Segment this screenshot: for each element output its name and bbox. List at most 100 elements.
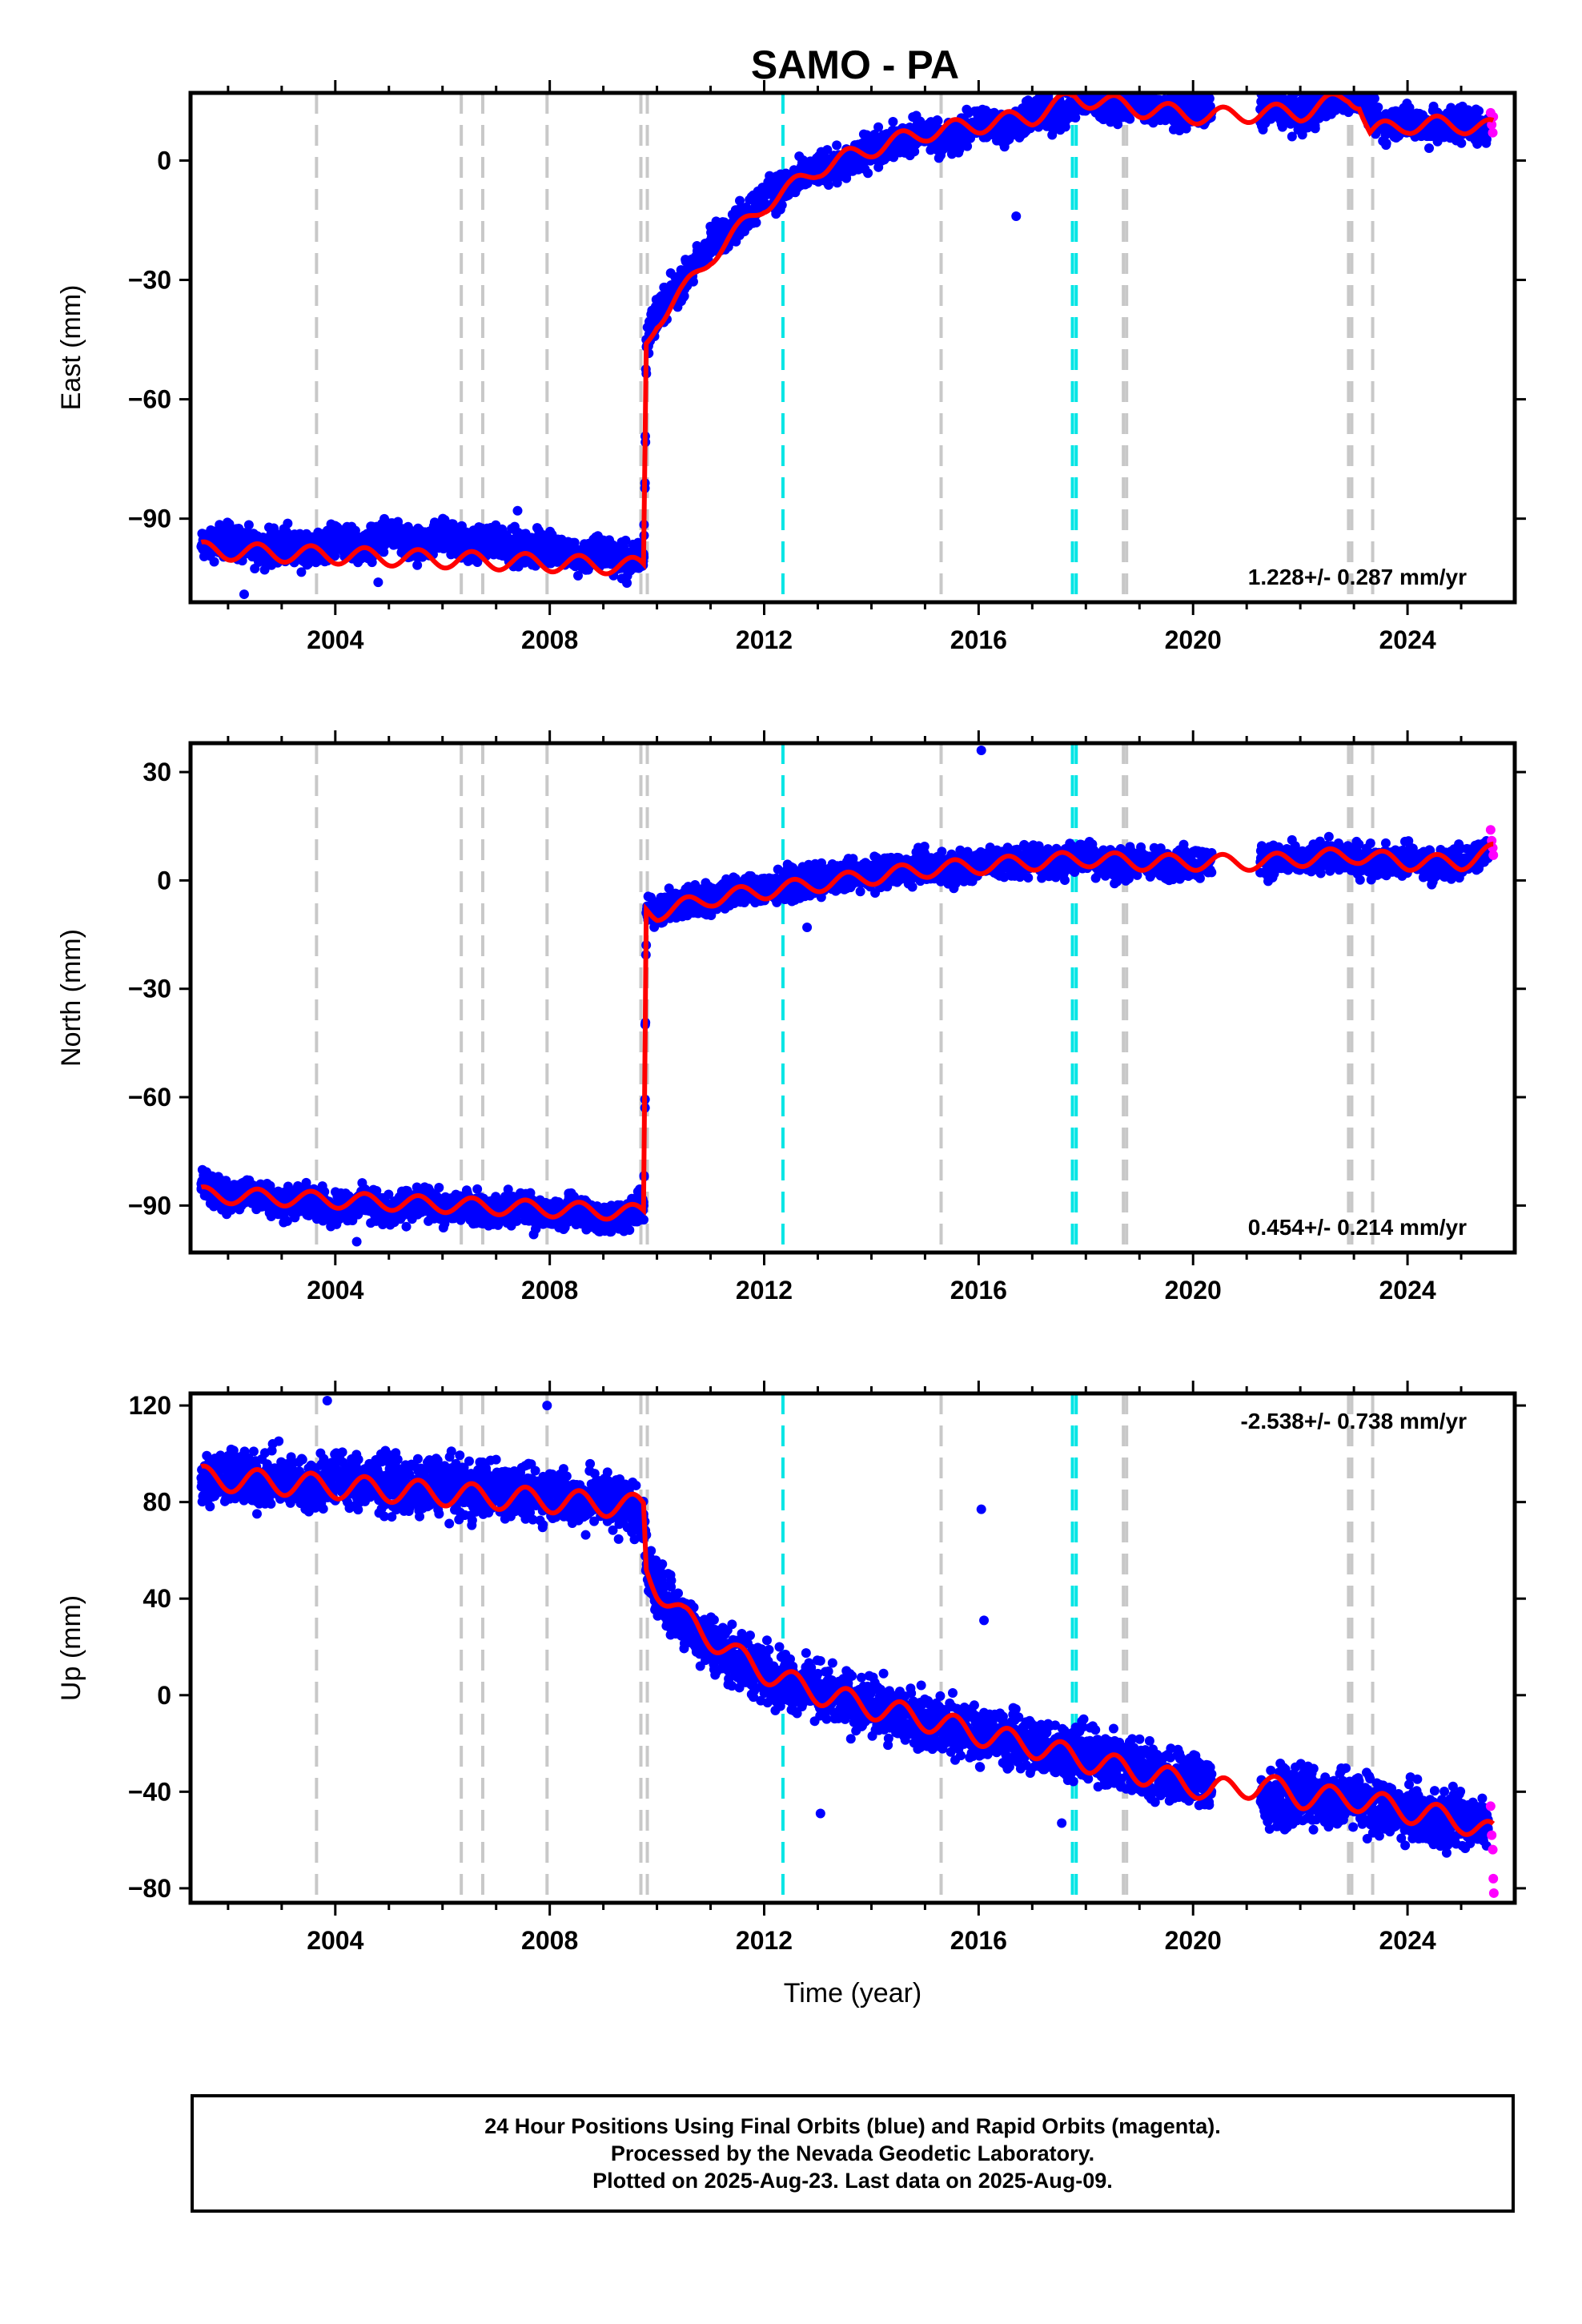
final_orbits-point [652, 307, 662, 317]
outliers-point [373, 577, 383, 588]
outliers-point [239, 589, 249, 600]
final-point [1424, 143, 1435, 153]
final-point [512, 1216, 522, 1226]
model-curve [200, 93, 1495, 577]
y-tick-label: −60 [128, 385, 171, 414]
x-tick-label: 2008 [521, 625, 578, 654]
final-point [412, 560, 423, 570]
final-point [751, 217, 761, 227]
final_orbits-point [1161, 107, 1171, 118]
final-point [1381, 138, 1391, 148]
final-orbits-cloud [196, 831, 1493, 1237]
final-point [1341, 80, 1351, 90]
final-point [933, 115, 943, 126]
final-point [282, 1216, 292, 1226]
final-point [1350, 78, 1359, 87]
final-point [259, 565, 270, 575]
outliers-point [1011, 211, 1022, 222]
x-tick-label: 2020 [1165, 625, 1222, 654]
rate-annotation: 1.228+/- 0.287 mm/yr [1248, 565, 1467, 589]
final_orbits-point [1027, 107, 1038, 118]
final-point [350, 525, 360, 536]
final_orbits-point [1188, 99, 1199, 110]
x-tick-label: 2016 [950, 625, 1007, 654]
rapid_orbits-point [1487, 119, 1497, 130]
plot-area-east [196, 75, 1499, 602]
final-point [861, 130, 872, 140]
final-point [448, 519, 458, 529]
x-tick-label: 2012 [736, 625, 793, 654]
final_orbits-point [946, 135, 957, 146]
final-point [1092, 81, 1102, 90]
final-point [224, 519, 235, 529]
final-point [622, 577, 632, 588]
final_orbits-point [866, 143, 877, 154]
final-point [569, 537, 580, 548]
final_orbits-point [223, 533, 233, 544]
final_orbits-point [1054, 111, 1064, 122]
final_orbits-point [437, 529, 448, 540]
final-point [888, 117, 898, 127]
final_orbits-point [330, 533, 340, 544]
final_orbits-point [705, 239, 716, 249]
final-point [401, 1221, 412, 1232]
final-point [1133, 81, 1142, 90]
final-point [1334, 75, 1343, 85]
final_orbits-point [1134, 95, 1145, 106]
final-point [379, 547, 389, 557]
final-point [1474, 106, 1484, 116]
final-point [1325, 82, 1335, 92]
final-point [243, 520, 254, 530]
final-point [1113, 119, 1123, 130]
final-point [1369, 93, 1379, 103]
final-point [688, 276, 698, 287]
final-point [777, 200, 787, 211]
final_orbits-point [250, 545, 260, 556]
final_orbits-point [759, 191, 769, 202]
final_orbits-point [1081, 93, 1091, 102]
final-point [823, 179, 833, 190]
final_orbits-point [598, 545, 608, 556]
final_orbits-point [893, 135, 903, 146]
final_orbits-point [491, 533, 501, 544]
y-tick-label: 0 [157, 146, 171, 175]
final-point [209, 557, 219, 567]
x-tick-label: 2024 [1379, 625, 1435, 654]
final-point [1091, 80, 1101, 90]
final_orbits-point [1456, 115, 1467, 126]
final-point [1310, 120, 1320, 131]
final-point [679, 291, 689, 301]
final-point [434, 1182, 444, 1192]
final-point [371, 1185, 382, 1196]
final-point [1090, 82, 1099, 92]
final-point [1321, 80, 1331, 90]
final-point [873, 122, 884, 132]
final-point [1318, 82, 1327, 91]
final-point [1204, 94, 1215, 104]
rapid_orbits-point [1488, 127, 1498, 138]
final-point [472, 1184, 483, 1194]
final_orbits-point [1403, 115, 1413, 126]
final-point [383, 1189, 394, 1200]
final-point [472, 557, 483, 568]
final-point [1343, 78, 1353, 88]
final_orbits-point [383, 529, 394, 540]
final-point [832, 140, 842, 151]
final_orbits-point [276, 537, 287, 548]
final-point [822, 145, 833, 155]
final-point [1082, 82, 1092, 91]
final-point [1069, 78, 1078, 88]
final-point [283, 518, 293, 529]
final-point [1060, 122, 1070, 132]
final-point [1456, 138, 1467, 148]
final_orbits-point [1429, 123, 1439, 134]
final-point [503, 1184, 513, 1195]
final_orbits-point [464, 541, 475, 552]
final_orbits-point [1000, 123, 1010, 134]
final-point [1070, 112, 1081, 123]
final-point [573, 570, 584, 581]
final_orbits-point [1107, 103, 1118, 114]
